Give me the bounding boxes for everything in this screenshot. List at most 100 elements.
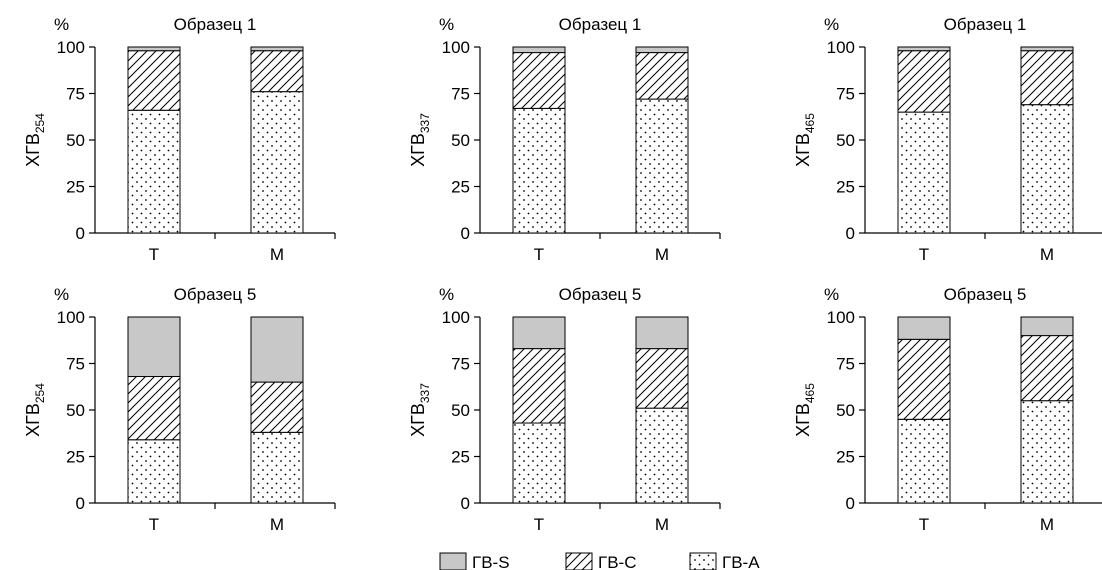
legend-label: ГВ-S <box>472 553 510 570</box>
y-tick-label: 75 <box>836 355 855 374</box>
y-tick-label: 100 <box>827 308 855 327</box>
bar-segment <box>635 348 689 409</box>
chart-title: Образец 5 <box>174 285 257 304</box>
bar-segment <box>1020 400 1074 504</box>
y-tick-label: 50 <box>66 131 85 150</box>
bar-segment <box>512 422 566 504</box>
bar-segment <box>512 107 566 234</box>
bar-segment <box>897 338 951 420</box>
y-tick-label: 50 <box>836 131 855 150</box>
y-tick-label: 0 <box>76 224 85 243</box>
bar-segment <box>897 316 951 340</box>
legend-item: ГВ-S <box>439 552 510 570</box>
bar-segment <box>127 46 181 52</box>
y-axis-label: ХГВ465 <box>793 383 817 437</box>
bar-segment <box>635 98 689 234</box>
bar-segment <box>1020 50 1074 106</box>
legend-swatch <box>565 552 593 570</box>
legend-swatch <box>689 552 717 570</box>
chart-title: Образец 5 <box>559 285 642 304</box>
y-tick-label: 75 <box>66 355 85 374</box>
bar-segment <box>1020 316 1074 337</box>
bar-segment <box>250 91 304 234</box>
bar-segment <box>512 52 566 109</box>
y-unit-label: % <box>54 15 69 34</box>
y-tick-label: 100 <box>442 38 470 57</box>
bar-segment <box>250 46 304 52</box>
bar-segment <box>512 316 566 350</box>
y-tick-label: 25 <box>836 448 855 467</box>
y-tick-label: 75 <box>451 355 470 374</box>
y-tick-label: 50 <box>836 401 855 420</box>
legend: ГВ-S ГВ-С ГВ-А <box>439 552 760 570</box>
bar-segment <box>127 376 181 441</box>
y-tick-label: 25 <box>66 178 85 197</box>
bar-segment <box>897 111 951 234</box>
bar-segment <box>635 52 689 100</box>
x-tick-label: Т <box>919 515 929 534</box>
bar-segment <box>1020 335 1074 402</box>
bar-segment <box>512 46 566 54</box>
bar-segment <box>897 46 951 52</box>
legend-label: ГВ-С <box>598 553 636 570</box>
y-unit-label: % <box>824 285 839 304</box>
chart-title: Образец 1 <box>559 15 642 34</box>
bar-segment <box>127 439 181 504</box>
x-tick-label: М <box>270 245 284 264</box>
y-tick-label: 100 <box>827 38 855 57</box>
bar-segment <box>250 50 304 93</box>
y-tick-label: 25 <box>66 448 85 467</box>
bar-segment <box>1020 104 1074 234</box>
y-axis-label: ХГВ465 <box>793 113 817 167</box>
legend-swatch <box>439 552 467 570</box>
bar-segment <box>127 316 181 378</box>
y-unit-label: % <box>824 15 839 34</box>
bar-segment <box>1020 46 1074 52</box>
y-tick-label: 75 <box>451 85 470 104</box>
legend-item: ГВ-А <box>689 552 760 570</box>
bar-segment <box>897 50 951 113</box>
y-tick-label: 0 <box>76 494 85 513</box>
x-tick-label: Т <box>534 515 544 534</box>
y-unit-label: % <box>54 285 69 304</box>
x-tick-label: Т <box>919 245 929 264</box>
x-tick-label: М <box>655 515 669 534</box>
chart-panels: % Образец 1 0 25 50 75 100 ХГВ254 Т М% Образец 1 0 2… <box>23 15 1102 534</box>
chart-panel: % Образец 5 0 25 50 75 100 ХГВ337 Т М <box>408 285 721 534</box>
bar-segment <box>635 46 689 54</box>
y-tick-label: 0 <box>846 494 855 513</box>
y-unit-label: % <box>439 15 454 34</box>
y-tick-label: 50 <box>66 401 85 420</box>
y-unit-label: % <box>439 285 454 304</box>
y-tick-label: 100 <box>57 308 85 327</box>
y-tick-label: 0 <box>846 224 855 243</box>
legend-item: ГВ-С <box>565 552 636 570</box>
x-tick-label: М <box>1040 245 1054 264</box>
y-tick-label: 100 <box>442 308 470 327</box>
y-tick-label: 25 <box>451 448 470 467</box>
bar-segment <box>635 316 689 350</box>
bar-segment <box>127 109 181 234</box>
x-tick-label: Т <box>149 245 159 264</box>
y-tick-label: 25 <box>836 178 855 197</box>
chart-title: Образец 1 <box>944 15 1027 34</box>
y-axis-label: ХГВ254 <box>23 113 47 167</box>
y-tick-label: 50 <box>451 131 470 150</box>
legend-label: ГВ-А <box>722 553 760 570</box>
chart-panel: % Образец 5 0 25 50 75 100 ХГВ465 Т М <box>793 285 1102 534</box>
y-tick-label: 50 <box>451 401 470 420</box>
bar-segment <box>635 407 689 504</box>
chart-title: Образец 5 <box>944 285 1027 304</box>
y-tick-label: 0 <box>461 494 470 513</box>
bar-segment <box>250 316 304 383</box>
chart-panel: % Образец 1 0 25 50 75 100 ХГВ254 Т М <box>23 15 336 264</box>
x-tick-label: Т <box>534 245 544 264</box>
y-axis-label: ХГВ337 <box>408 383 432 437</box>
y-tick-label: 100 <box>57 38 85 57</box>
bar-segment <box>250 381 304 433</box>
chart-panel: % Образец 1 0 25 50 75 100 ХГВ465 Т М <box>793 15 1102 264</box>
bar-segment <box>897 418 951 504</box>
x-tick-label: М <box>270 515 284 534</box>
y-axis-label: ХГВ254 <box>23 383 47 437</box>
